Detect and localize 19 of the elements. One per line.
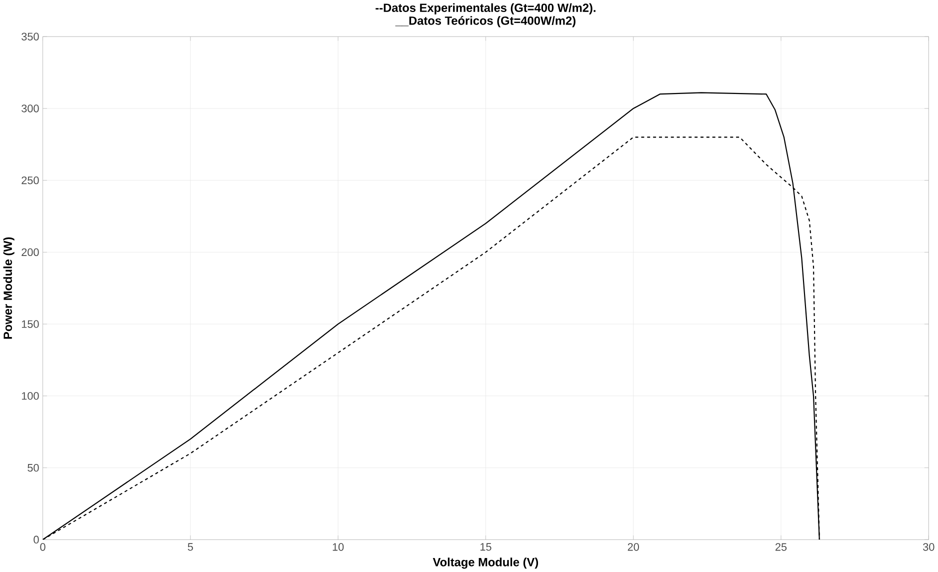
y-tick-label: 300 (22, 104, 39, 112)
x-axis-title: Voltage Module (V) (432, 558, 538, 569)
y-tick-label: 150 (22, 320, 39, 328)
x-tick-label: 0 (40, 543, 46, 551)
chart-subtitle: __Datos Teóricos (Gt=400W/m2) (395, 16, 576, 28)
x-tick-label: 10 (332, 543, 344, 551)
y-tick-label: 100 (22, 392, 39, 400)
y-axis-title: Power Module (W) (3, 237, 14, 339)
y-tick-label: 0 (34, 536, 39, 544)
x-tick-label: 25 (776, 543, 787, 551)
x-tick-label: 5 (188, 543, 193, 551)
x-tick-label: 15 (480, 543, 492, 551)
x-tick-label: 20 (628, 543, 639, 551)
y-tick-label: 350 (22, 32, 39, 40)
y-tick-label: 250 (22, 176, 39, 184)
x-tick-label: 30 (923, 543, 934, 551)
chart-title: --Datos Experimentales (Gt=400 W/m2). (376, 3, 596, 14)
y-tick-label: 200 (22, 248, 39, 256)
y-tick-label: 50 (28, 464, 39, 472)
